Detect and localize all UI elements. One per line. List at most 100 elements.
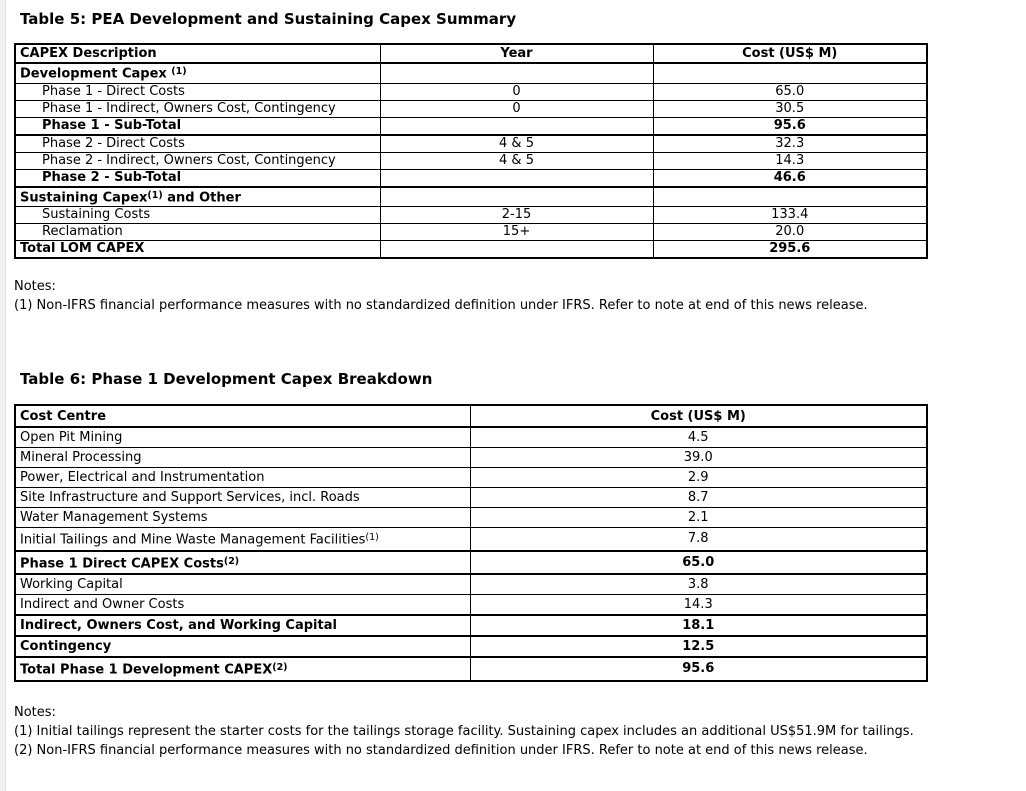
table5-notes: Notes: (1) Non-IFRS financial performanc…	[14, 277, 932, 315]
table-row: Contingency 12.5	[14, 635, 928, 658]
cell-text: Phase 2 - Indirect, Owners Cost, Conting…	[42, 152, 336, 168]
cell-text: 133.4	[771, 207, 809, 223]
table-row: Site Infrastructure and Support Services…	[14, 487, 928, 508]
table-cell: Development Capex (1)	[14, 62, 381, 84]
table-cell	[379, 186, 654, 207]
cell-text: 7.8	[687, 531, 709, 547]
table-cell: 95.6	[652, 116, 928, 136]
table-cell: 133.4	[652, 206, 928, 224]
cell-text: 95.6	[682, 661, 715, 677]
table-cell: Working Capital	[14, 573, 471, 595]
table-cell: 295.6	[652, 240, 928, 259]
table-cell: 65.0	[469, 549, 928, 575]
table-row: Reclamation 15+ 20.0	[14, 223, 928, 241]
footnote-superscript: (1)	[171, 66, 187, 77]
table-row: Sustaining Costs 2-15 133.4	[14, 206, 928, 224]
table-cell	[379, 240, 654, 259]
table-cell: 0	[379, 82, 654, 101]
table6-title: Table 6: Phase 1 Development Capex Break…	[20, 370, 433, 388]
notes-label: Notes:	[14, 704, 56, 720]
table-cell	[652, 62, 928, 84]
notes-label: Notes:	[14, 279, 56, 294]
cell-text: 14.3	[683, 597, 713, 612]
cell-text: Development Capex	[20, 66, 172, 82]
note-line: (2) Non-IFRS financial performance measu…	[14, 742, 868, 758]
table-cell: 65.0	[652, 82, 928, 101]
table-cell: Power, Electrical and Instrumentation	[14, 467, 471, 488]
cell-text: 4.5	[687, 430, 709, 445]
table-cell: Open Pit Mining	[14, 426, 471, 448]
table-cell: 4 & 5	[379, 151, 654, 170]
table-row: Mineral Processing 39.0	[14, 447, 928, 468]
table-cell	[379, 62, 654, 84]
table-row: Power, Electrical and Instrumentation 2.9	[14, 467, 928, 488]
table-cell: Phase 1 - Direct Costs	[14, 82, 381, 101]
cell-text: 95.6	[773, 117, 806, 133]
table-cell: Initial Tailings and Mine Waste Manageme…	[14, 527, 471, 551]
table-row: Sustaining Capex(1) and Other	[14, 186, 928, 207]
table-cell: 3.8	[469, 573, 928, 595]
table-row: Working Capital 3.8	[14, 573, 928, 595]
cell-text: Phase 1 - Sub-Total	[42, 117, 182, 133]
cell-text: Indirect and Owner Costs	[20, 597, 185, 612]
table-cell: 0	[379, 99, 654, 118]
table-cell: Site Infrastructure and Support Services…	[14, 487, 471, 508]
document-content: Table 5: PEA Development and Sustaining …	[14, 10, 932, 758]
cell-text: 39.0	[683, 450, 713, 465]
cell-text: Sustaining Capex	[20, 190, 148, 205]
table-row: Phase 1 - Indirect, Owners Cost, Conting…	[14, 99, 928, 118]
table-row: Phase 2 - Direct Costs 4 & 5 32.3	[14, 134, 928, 153]
table-row: Initial Tailings and Mine Waste Manageme…	[14, 527, 928, 551]
cell-text: 4 & 5	[499, 152, 534, 168]
column-header-cost: Cost (US$ M)	[469, 404, 928, 428]
table-cell: 4 & 5	[379, 134, 654, 153]
table-cell: 30.5	[652, 99, 928, 118]
cell-text: 3.8	[687, 577, 709, 592]
cell-text: 2-15	[501, 207, 532, 223]
table-cell: Mineral Processing	[14, 447, 471, 468]
cell-text: 0	[512, 83, 521, 99]
cell-text: Mineral Processing	[20, 450, 142, 465]
cell-text: 32.3	[775, 135, 805, 151]
table-row: Open Pit Mining 4.5	[14, 426, 928, 448]
table-row: Phase 2 - Sub-Total 46.6	[14, 168, 928, 188]
table-cell: Phase 2 - Direct Costs	[14, 134, 381, 153]
footnote-superscript: (2)	[272, 662, 288, 673]
cell-text: Contingency	[20, 639, 112, 654]
cell-text: 8.7	[687, 490, 709, 505]
table-cell: 95.6	[469, 656, 928, 682]
cell-text: Open Pit Mining	[20, 430, 123, 445]
cell-text: 0	[512, 100, 521, 116]
table-row: Indirect and Owner Costs 14.3	[14, 594, 928, 616]
cell-text: Reclamation	[42, 224, 123, 240]
table-cell: 20.0	[652, 223, 928, 241]
cell-text: Indirect, Owners Cost, and Working Capit…	[20, 618, 337, 633]
table-row: Phase 1 - Sub-Total 95.6	[14, 116, 928, 136]
table-cell: 4.5	[469, 426, 928, 448]
table-cell: Phase 1 Direct CAPEX Costs(2)	[14, 549, 471, 575]
cell-text: 14.3	[775, 152, 805, 168]
column-header-capex-description: CAPEX Description	[14, 43, 381, 64]
table-row: Indirect, Owners Cost, and Working Capit…	[14, 614, 928, 637]
table-cell: 39.0	[469, 447, 928, 468]
cell-text: Sustaining Costs	[42, 207, 151, 223]
capex-summary-table-body: Development Capex (1) Phase 1 - Direct Co…	[14, 62, 928, 259]
table-cell	[379, 168, 654, 188]
table-cell: Total Phase 1 Development CAPEX(2)	[14, 656, 471, 682]
table-row: Total Phase 1 Development CAPEX(2) 95.6	[14, 656, 928, 682]
table-cell: 32.3	[652, 134, 928, 153]
column-header-year: Year	[379, 43, 654, 64]
cell-text: Total Phase 1 Development CAPEX	[20, 662, 273, 678]
table-cell: Phase 2 - Indirect, Owners Cost, Conting…	[14, 151, 381, 170]
cell-text: 4 & 5	[499, 135, 534, 151]
cell-text: Total LOM CAPEX	[20, 241, 145, 256]
table-cell: Sustaining Capex(1) and Other	[14, 186, 381, 207]
cell-text: and Other	[162, 190, 241, 205]
table-cell: 2.1	[469, 507, 928, 528]
cell-text: Phase 1 - Direct Costs	[42, 83, 185, 99]
table-cell: Phase 1 - Sub-Total	[14, 116, 381, 136]
footnote-superscript: (2)	[223, 555, 240, 567]
cell-text: 2.9	[687, 470, 709, 485]
capex-summary-table: CAPEX Description Year Cost (US$ M) Deve…	[14, 43, 928, 259]
table-cell: 14.3	[469, 594, 928, 616]
